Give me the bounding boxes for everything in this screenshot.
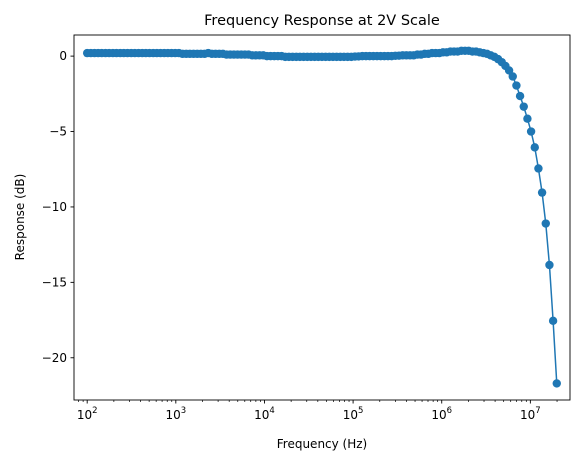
y-tick-label: −5	[49, 125, 67, 139]
data-point	[526, 127, 536, 136]
data-point	[541, 219, 550, 228]
data-point	[508, 72, 517, 81]
data-point	[523, 114, 532, 123]
x-tick-label: 102	[77, 406, 98, 422]
y-tick-label: −15	[42, 275, 67, 289]
y-axis: 0 −5 −10 −15 −20	[42, 49, 74, 365]
x-tick-label: 105	[343, 406, 364, 422]
data-point	[548, 316, 558, 326]
x-tick-label: 106	[431, 406, 452, 422]
x-axis: 102 103 104 105 106 107	[77, 400, 558, 422]
x-axis-label: Frequency (Hz)	[277, 437, 368, 451]
x-tick-label: 104	[254, 406, 275, 422]
data-point	[530, 143, 539, 152]
data-point	[552, 379, 561, 388]
data-point	[512, 81, 521, 90]
chart-title: Frequency Response at 2V Scale	[204, 13, 440, 29]
data-point	[515, 91, 525, 101]
data-point	[545, 260, 554, 270]
y-tick-label: 0	[59, 49, 67, 63]
y-axis-label: Response (dB)	[13, 174, 27, 261]
data-point	[537, 188, 547, 197]
plot-frame	[73, 34, 571, 401]
data-point	[519, 102, 528, 111]
y-tick-label: −10	[42, 200, 67, 214]
data-point	[534, 164, 543, 173]
x-tick-label: 107	[520, 406, 541, 422]
data-point	[504, 66, 514, 75]
y-tick-label: −20	[42, 351, 67, 365]
x-tick-label: 103	[165, 406, 186, 422]
series-layer	[82, 46, 561, 388]
